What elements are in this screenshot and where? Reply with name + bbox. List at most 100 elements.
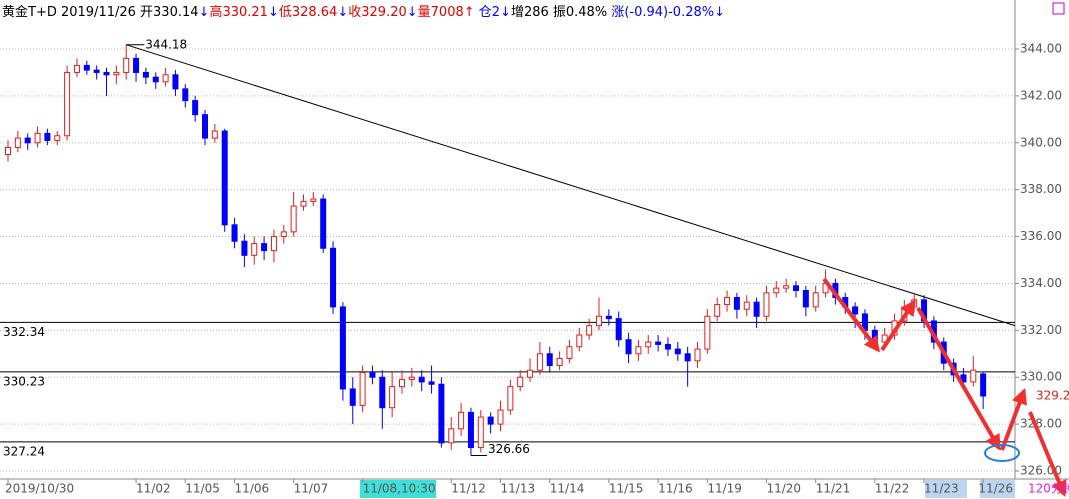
- arrow: [916, 306, 1001, 451]
- candle-body: [605, 315, 612, 320]
- candle-body: [379, 376, 386, 409]
- candle-body: [54, 135, 61, 141]
- header-item: 量7008↑: [418, 5, 475, 20]
- x-tick-label: 11/13: [501, 482, 536, 496]
- arrow: [1028, 411, 1067, 497]
- candle-body: [113, 71, 120, 76]
- candle-body: [270, 236, 277, 252]
- x-tick-label: 11/26: [978, 482, 1013, 496]
- annotation-arrows: [822, 277, 1067, 497]
- candle-body: [83, 64, 90, 71]
- header-item: ↓: [407, 5, 418, 20]
- candle-body: [467, 411, 474, 449]
- candle-body: [763, 292, 770, 317]
- candle-body: [93, 69, 100, 73]
- candle-body: [586, 325, 593, 336]
- panel-icon[interactable]: [1052, 2, 1065, 15]
- arrow: [1000, 388, 1028, 451]
- candle-body: [418, 376, 425, 383]
- header-item: 收329.20: [348, 5, 407, 20]
- arrow: [880, 299, 916, 352]
- candle-body: [635, 346, 642, 355]
- candle-body: [881, 334, 888, 343]
- header-item: 涨(-0.94)-0.28%↓: [611, 5, 725, 20]
- candle-body: [645, 341, 652, 348]
- y-tick-label: 340.00: [1020, 135, 1062, 149]
- x-tick-label: 11/06: [235, 482, 270, 496]
- x-tick-label: 2019/10/30: [5, 482, 74, 496]
- x-tick-label: 11/23: [924, 482, 959, 496]
- header-item: 低328.64: [279, 5, 338, 20]
- candle-body: [724, 297, 731, 306]
- candle-body: [399, 379, 405, 388]
- candle-body: [674, 348, 681, 355]
- candle-body: [73, 64, 80, 73]
- candle-body: [556, 357, 563, 367]
- y-tick-label: 328.00: [1020, 417, 1062, 431]
- candle-body: [438, 383, 445, 444]
- candle-body: [310, 198, 317, 202]
- candle-body: [192, 100, 199, 116]
- candle-body: [497, 409, 504, 425]
- reference-label: 327.24: [3, 444, 45, 458]
- reference-label: 330.23: [3, 374, 45, 388]
- x-tick-label: 11/22: [875, 482, 910, 496]
- candle-body: [517, 376, 524, 388]
- header-item: 仓2↓: [475, 5, 511, 20]
- candle-body: [566, 346, 573, 359]
- candle-body: [527, 369, 534, 378]
- cursor-highlight: [360, 480, 436, 498]
- candle-body: [684, 353, 691, 362]
- candle-body: [852, 306, 859, 315]
- candle-body: [980, 373, 987, 397]
- candle-body: [14, 137, 21, 148]
- candle-body: [793, 285, 799, 291]
- header: 黄金T+D 2019/11/26 开330.14↓高330.21↓低328.64…: [2, 4, 725, 20]
- candle-body: [211, 130, 218, 139]
- x-tick-label: 11/14: [550, 482, 585, 496]
- range-highlight: [980, 480, 1015, 498]
- trendline: [126, 44, 1016, 327]
- candle-body: [221, 130, 228, 226]
- candle-body: [753, 301, 760, 317]
- candle-body: [664, 343, 671, 350]
- candle-body: [546, 353, 553, 366]
- candle-body: [359, 372, 366, 406]
- candle-body: [44, 132, 51, 141]
- x-tick-label: 11/21: [816, 482, 851, 496]
- candle-body: [280, 231, 287, 238]
- y-tick-label: 342.00: [1020, 88, 1062, 102]
- candle-body: [576, 334, 583, 348]
- candle-body: [536, 353, 543, 371]
- candle-body: [172, 74, 179, 90]
- range-highlight: [925, 480, 967, 498]
- candle-body: [408, 376, 415, 381]
- candle-body: [320, 198, 327, 249]
- candle-body: [428, 381, 435, 385]
- candle-body: [152, 76, 159, 83]
- candle-body: [487, 416, 494, 425]
- candle-body: [655, 341, 662, 345]
- candle-body: [812, 292, 819, 308]
- candle-body: [103, 71, 110, 76]
- x-tick-label: 11/08,10:30: [363, 482, 436, 496]
- x-tick-label: 11/12: [451, 482, 486, 496]
- candle-body: [733, 297, 740, 310]
- candle-body: [251, 243, 258, 256]
- max-label: 344.18: [145, 37, 187, 51]
- candle-body: [261, 243, 268, 252]
- x-tick-label: 11/07: [294, 482, 329, 496]
- candle-body: [802, 289, 809, 308]
- candle-body: [694, 348, 701, 362]
- header-item: ↓: [199, 5, 210, 20]
- candle-body: [704, 315, 711, 350]
- y-tick-label: 344.00: [1020, 42, 1062, 56]
- highlight-ellipse: [984, 444, 1020, 462]
- candle-body: [389, 386, 396, 409]
- candle-body: [507, 386, 514, 411]
- candle-body: [625, 339, 632, 355]
- header-item: ↓: [337, 5, 348, 20]
- header-item: ↓: [268, 5, 279, 20]
- candle-body: [24, 137, 31, 144]
- x-tick-label: 11/15: [609, 482, 644, 496]
